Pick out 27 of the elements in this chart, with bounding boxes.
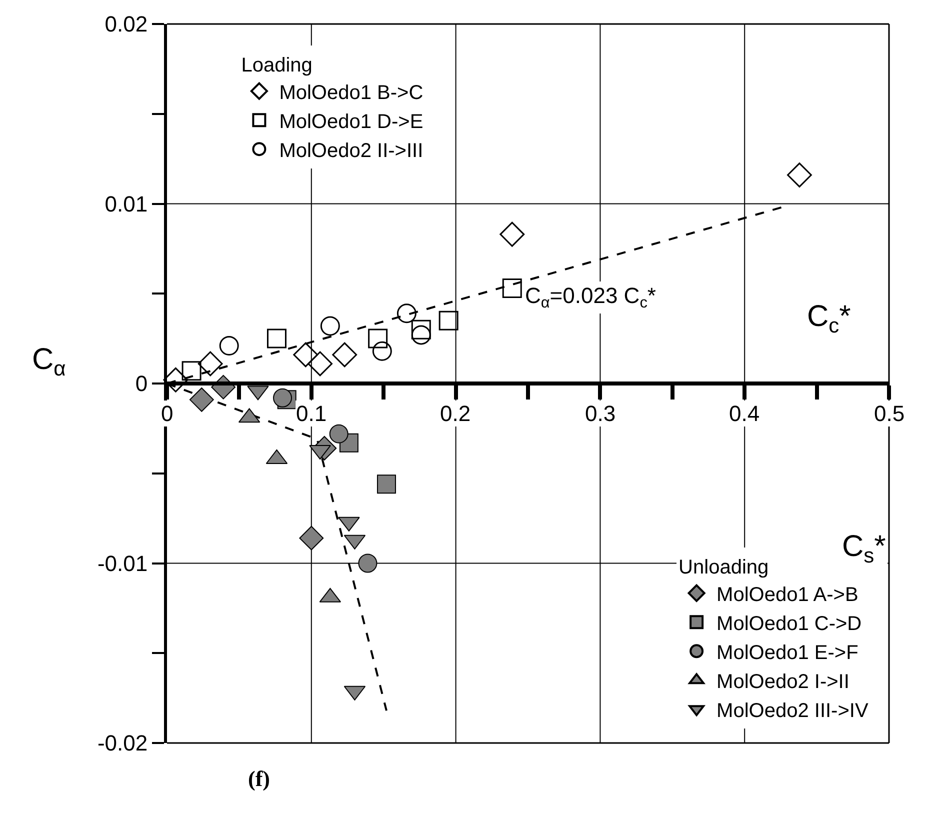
legend-label: MolOedo1 D->E (279, 110, 424, 133)
x-tick-label: 0.2 (440, 401, 471, 426)
y-tick-label: 0.02 (104, 12, 148, 37)
x-tick-label: 0.4 (729, 401, 760, 426)
y-tick-label: -0.01 (97, 550, 148, 576)
legend-label: MolOedo1 B->C (279, 82, 424, 104)
y-tick-label: 0 (135, 371, 148, 396)
text: Loading (241, 54, 312, 77)
legend-label: MolOedo2 II->III (279, 140, 424, 162)
text: (f) (248, 766, 270, 791)
y-tick-label: 0.01 (104, 191, 148, 216)
annotation: C$_{c}$* (807, 300, 852, 338)
legend-label: MolOedo1 E->F (716, 642, 858, 664)
text: C$_{α}$ (32, 343, 66, 380)
legend-label: MolOedo1 A->B (716, 584, 858, 606)
x-axis-title: C$_{s}$* (842, 530, 886, 568)
y-axis-title: C$_{α}$ (525, 283, 550, 312)
y-tick-label: -0.02 (97, 730, 148, 756)
x-tick-label: 0 (161, 401, 174, 426)
legend-label: MolOedo1 C->D (716, 612, 862, 635)
legend-label: MolOedo2 III->IV (716, 700, 869, 722)
text: Unloading (678, 556, 769, 579)
legend-label: MolOedo2 I->II (716, 670, 850, 693)
x-tick-label: 0.5 (874, 401, 905, 426)
x-tick-label: 0.1 (296, 401, 327, 426)
x-tick-label: 0.3 (585, 401, 616, 426)
text: =0.023 C$_{c}$* (550, 283, 656, 312)
